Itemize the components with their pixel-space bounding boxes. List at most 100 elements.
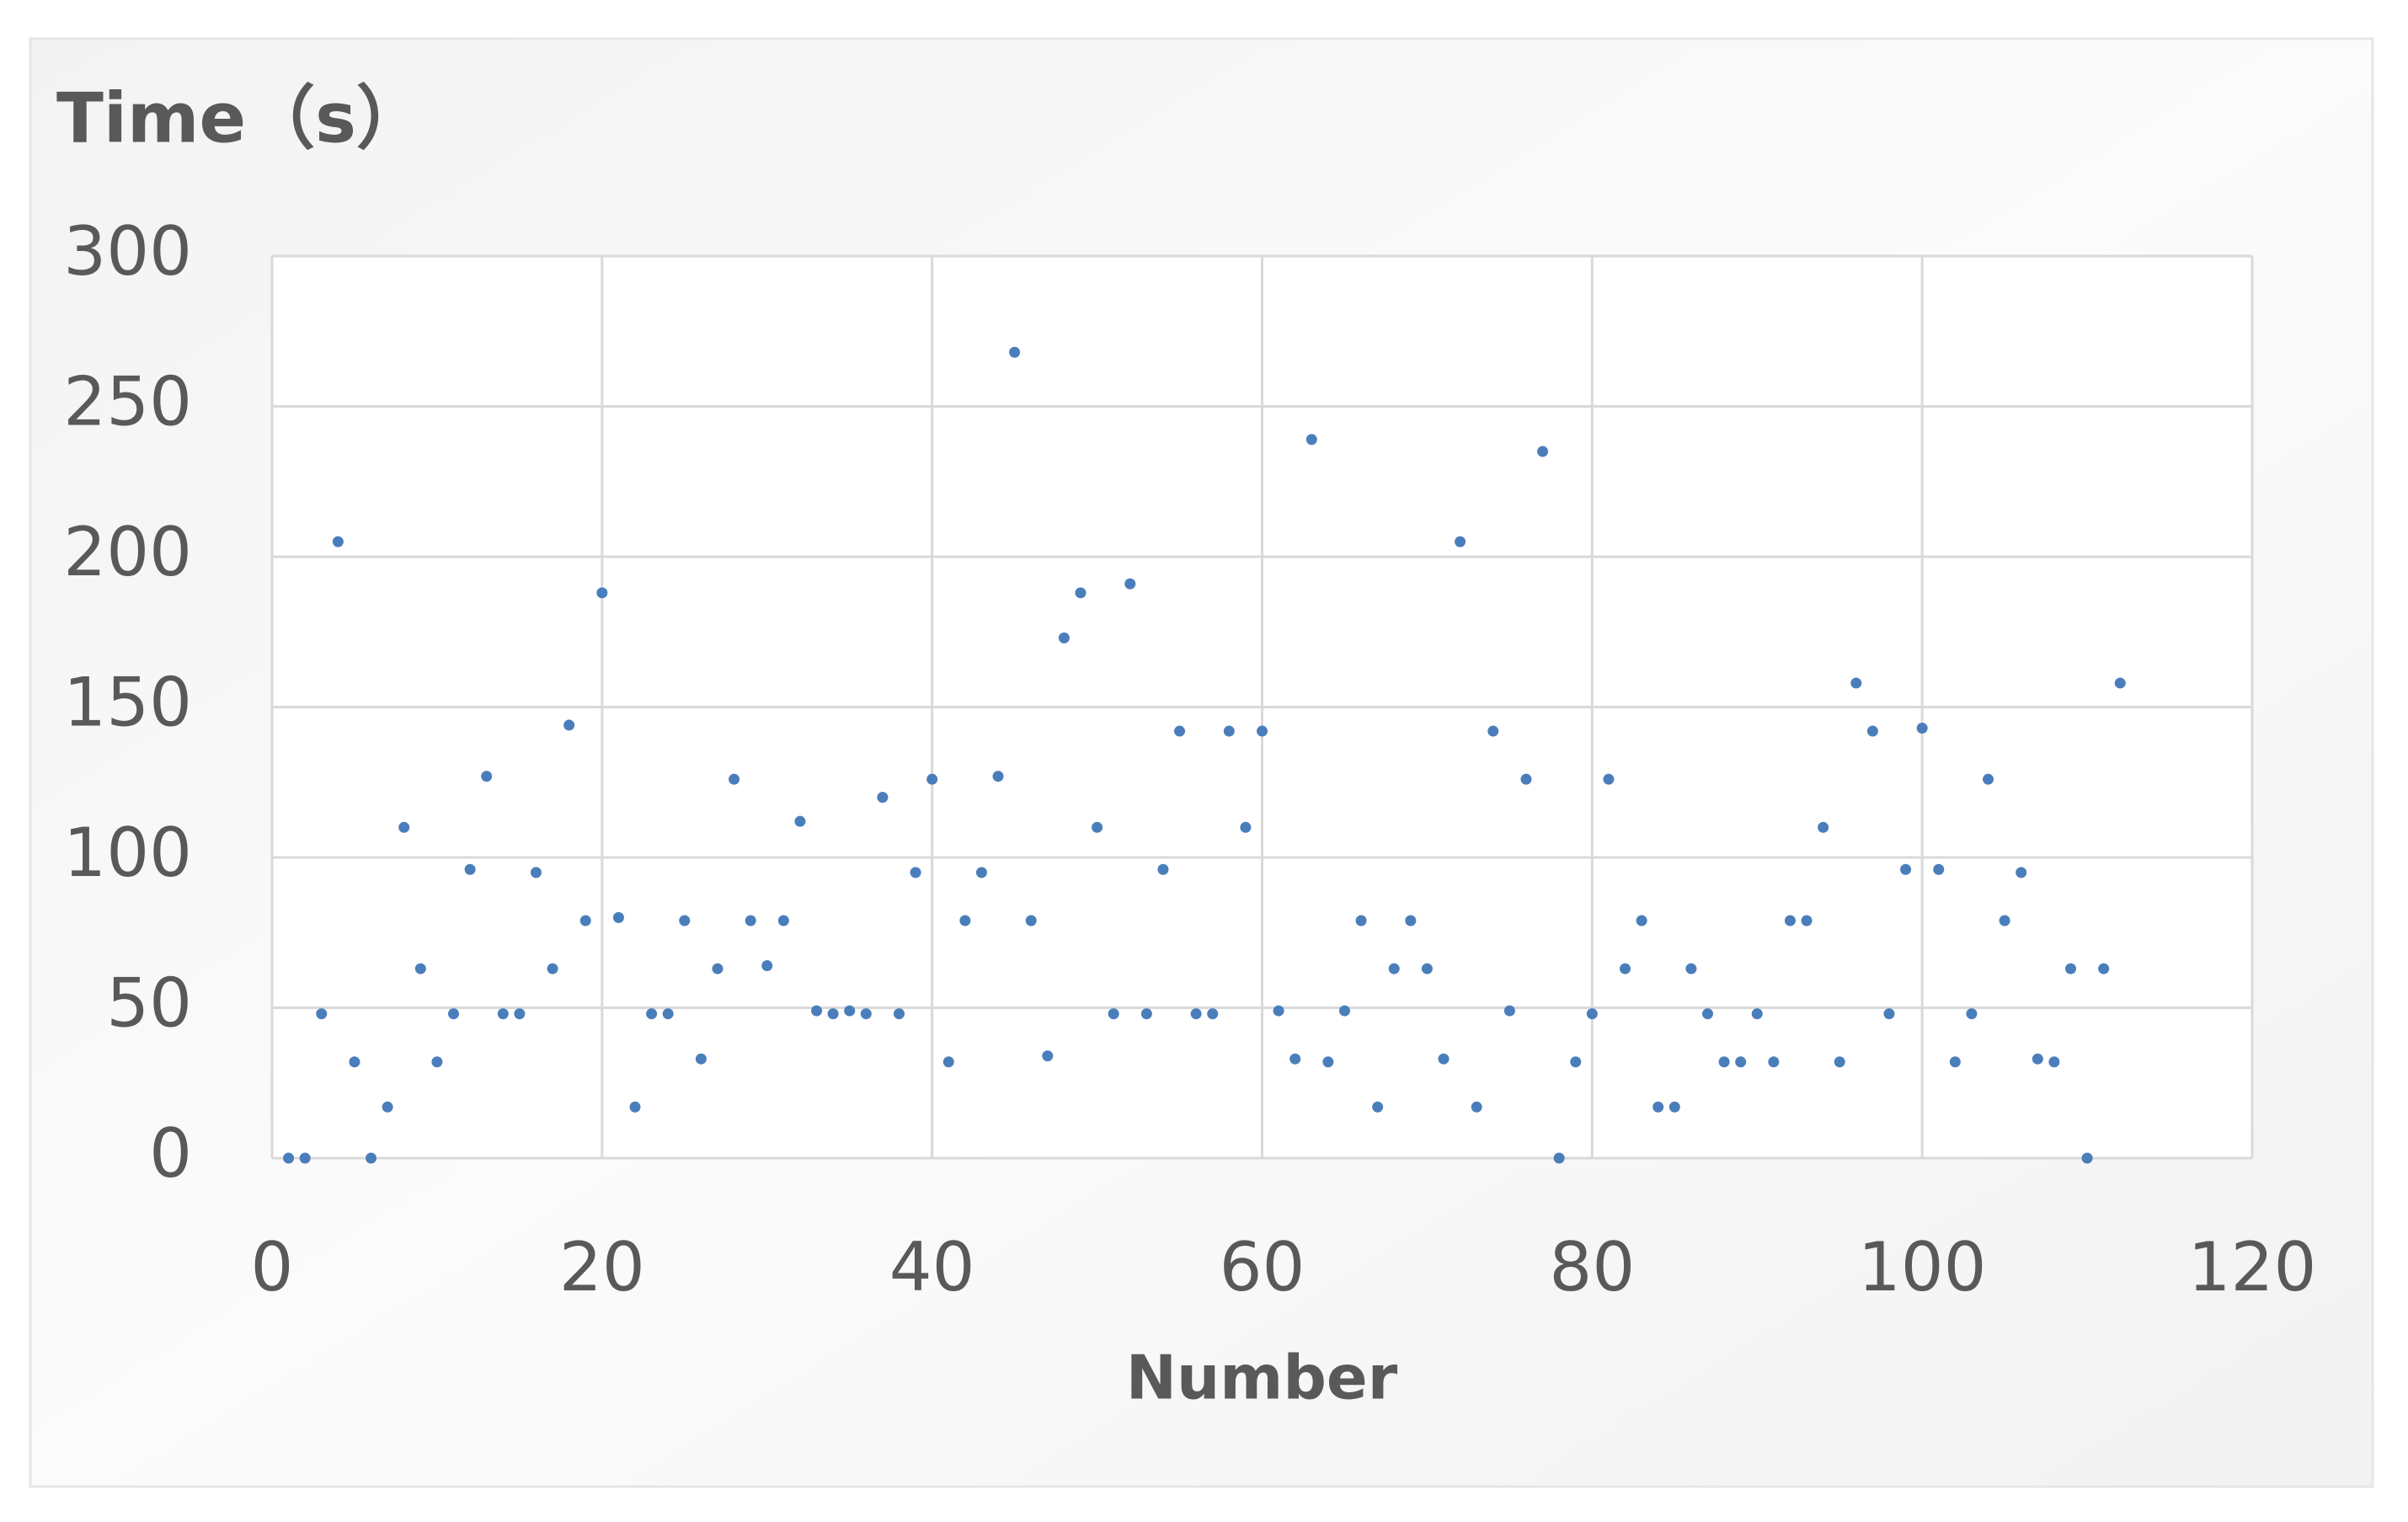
data-point (1487, 725, 1499, 737)
data-point (547, 963, 558, 975)
data-point (1818, 821, 1829, 833)
data-point (530, 867, 542, 878)
data-point (761, 960, 773, 972)
data-point (398, 821, 410, 833)
data-point (1553, 1152, 1565, 1164)
data-point (2032, 1053, 2043, 1065)
data-point (877, 792, 889, 804)
data-point (1520, 773, 1532, 785)
data-point (382, 1101, 393, 1113)
data-point (1223, 725, 1235, 737)
data-point (811, 1005, 823, 1017)
data-point (1289, 1053, 1301, 1065)
data-point (1586, 1008, 1598, 1020)
data-point (1570, 1056, 1582, 1068)
data-point (497, 1008, 509, 1020)
data-point (349, 1056, 360, 1068)
data-point (2081, 1152, 2093, 1164)
data-point (893, 1008, 905, 1020)
data-point (1669, 1101, 1680, 1113)
data-point (844, 1005, 856, 1017)
data-point (1685, 963, 1697, 975)
data-point (1438, 1053, 1450, 1065)
data-point (777, 915, 789, 927)
data-point (2016, 867, 2027, 878)
data-point (1718, 1056, 1730, 1068)
data-point (1240, 821, 1252, 833)
data-point (332, 536, 344, 547)
y-tick-label: 300 (63, 212, 192, 291)
data-point (2064, 963, 2076, 975)
data-point (662, 1008, 674, 1020)
data-point (563, 719, 575, 731)
data-point (959, 915, 971, 927)
y-tick-label: 250 (63, 362, 192, 441)
data-point (1603, 773, 1615, 785)
x-tick-label: 0 (251, 1228, 294, 1306)
data-point (1751, 1008, 1763, 1020)
y-tick-label: 100 (63, 814, 192, 892)
data-point (1834, 1056, 1845, 1068)
data-point (1257, 725, 1268, 737)
data-point (316, 1008, 328, 1020)
data-point (1058, 632, 1070, 644)
data-point (629, 1101, 641, 1113)
data-point (414, 963, 426, 975)
x-tick-label: 60 (1220, 1228, 1305, 1306)
data-point (1966, 1008, 1978, 1020)
data-point (1207, 1008, 1219, 1020)
data-point (1949, 1056, 1961, 1068)
data-point (1388, 963, 1400, 975)
y-tick-label: 0 (149, 1114, 192, 1193)
data-point (448, 1008, 460, 1020)
data-point (1735, 1056, 1747, 1068)
data-point (2098, 963, 2110, 975)
data-point (2114, 677, 2126, 689)
data-point (1999, 915, 2010, 927)
data-point (1801, 915, 1813, 927)
data-point (1850, 677, 1862, 689)
data-point (1273, 1005, 1284, 1017)
x-tick-label: 40 (889, 1228, 975, 1306)
data-point (1983, 773, 1994, 785)
y-tick-label: 50 (106, 964, 192, 1042)
data-point (1537, 446, 1549, 457)
data-point (1009, 346, 1021, 358)
y-tick-label: 150 (63, 663, 192, 741)
data-point (1025, 915, 1037, 927)
data-point (942, 1056, 954, 1068)
data-point (992, 771, 1004, 782)
data-point (926, 773, 938, 785)
data-point (1372, 1101, 1384, 1113)
data-point (431, 1056, 443, 1068)
data-point (1866, 725, 1878, 737)
data-point (1405, 915, 1417, 927)
data-point (1455, 536, 1466, 547)
data-point (1174, 725, 1186, 737)
data-point (1190, 1008, 1202, 1020)
data-point (1042, 1050, 1054, 1062)
y-tick-label: 200 (63, 513, 192, 591)
data-point (1636, 915, 1647, 927)
data-point (1933, 863, 1945, 875)
data-point (745, 915, 756, 927)
data-point (1652, 1101, 1664, 1113)
data-point (827, 1008, 839, 1020)
data-point (1338, 1005, 1350, 1017)
x-tick-label: 20 (559, 1228, 645, 1306)
data-point (283, 1152, 295, 1164)
data-point (729, 773, 740, 785)
data-point (1305, 434, 1317, 446)
x-tick-label: 100 (1858, 1228, 1987, 1306)
data-point (1140, 1008, 1152, 1020)
data-point (464, 863, 476, 875)
data-point (1883, 1008, 1895, 1020)
data-point (579, 915, 591, 927)
data-point (1108, 1008, 1119, 1020)
data-point (1701, 1008, 1713, 1020)
data-point (910, 867, 921, 878)
data-point (1157, 863, 1169, 875)
data-point (1916, 722, 1928, 734)
data-point (481, 771, 493, 782)
data-point (1322, 1056, 1334, 1068)
